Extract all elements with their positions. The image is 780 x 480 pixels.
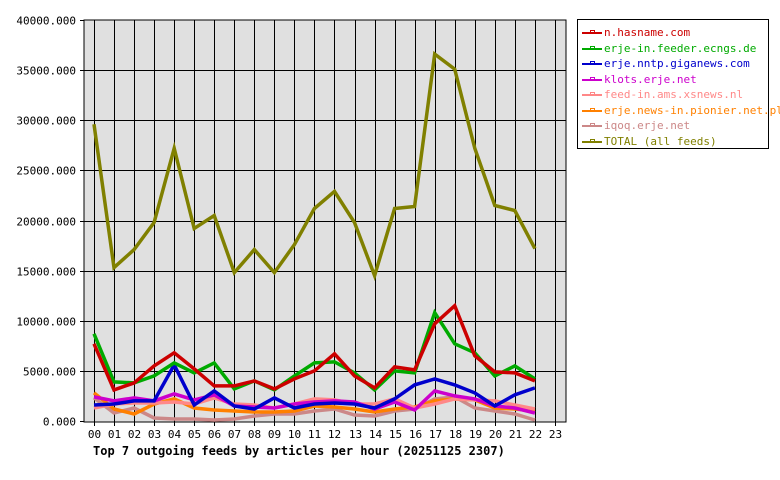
legend-item: erje-in.feeder.ecngs.de bbox=[578, 41, 768, 57]
x-tick-label: 10 bbox=[288, 428, 301, 441]
legend: n.hasname.com erje-in.feeder.ecngs.de erje… bbox=[577, 19, 780, 150]
x-tick-label: 06 bbox=[208, 428, 221, 441]
series-line bbox=[93, 396, 536, 411]
legend-item: feed-in.ams.xsnews.nl bbox=[578, 87, 768, 103]
legend-label: erje.news-in.pionier.net.pl bbox=[604, 103, 780, 117]
y-tick-label: 15000.000 bbox=[16, 266, 76, 279]
x-tick-label: 08 bbox=[248, 428, 261, 441]
x-tick-label: 05 bbox=[188, 428, 201, 441]
y-tick-label: 20000.000 bbox=[16, 216, 76, 229]
x-tick-label: 11 bbox=[308, 428, 321, 441]
legend-line-marker-icon bbox=[582, 90, 602, 99]
y-axis: 0.000 5000.000 10000.000 15000.000 20000.000… bbox=[16, 15, 84, 429]
legend-item: erje.nntp.giganews.com bbox=[578, 56, 768, 72]
legend-label: klots.erje.net bbox=[604, 72, 697, 86]
data-series bbox=[92, 50, 537, 422]
legend-line-marker-icon bbox=[582, 75, 602, 84]
x-tick-label: 03 bbox=[148, 428, 161, 441]
y-tick-label: 10000.000 bbox=[16, 316, 76, 329]
chart-title: Top 7 outgoing feeds by articles per hou… bbox=[93, 444, 505, 458]
legend-item: iqoq.erje.net bbox=[578, 118, 768, 134]
x-tick-label: 14 bbox=[369, 428, 383, 441]
legend-line-marker-icon bbox=[582, 44, 602, 53]
x-tick-label: 02 bbox=[128, 428, 141, 441]
grid-lines bbox=[84, 20, 566, 421]
x-tick-label: 01 bbox=[108, 428, 121, 441]
x-tick-label: 21 bbox=[509, 428, 522, 441]
series-line bbox=[92, 308, 536, 393]
x-tick-label: 22 bbox=[529, 428, 542, 441]
x-tick-label: 19 bbox=[469, 428, 482, 441]
y-tick-label: 0.000 bbox=[43, 416, 76, 429]
legend-line-marker-icon bbox=[582, 137, 602, 146]
legend-item: TOTAL (all feeds) bbox=[578, 134, 768, 150]
y-tick-label: 30000.000 bbox=[16, 115, 76, 128]
series-line bbox=[93, 361, 536, 411]
series-line bbox=[93, 388, 536, 415]
x-tick-label: 04 bbox=[168, 428, 182, 441]
x-tick-label: 18 bbox=[449, 428, 462, 441]
x-tick-label: 15 bbox=[389, 428, 402, 441]
legend-label: erje.nntp.giganews.com bbox=[604, 57, 750, 71]
x-tick-label: 16 bbox=[409, 428, 422, 441]
legend-item: klots.erje.net bbox=[578, 72, 768, 88]
x-tick-label: 00 bbox=[88, 428, 101, 441]
x-tick-label: 13 bbox=[349, 428, 362, 441]
legend-line-marker-icon bbox=[582, 28, 602, 37]
x-tick-label: 07 bbox=[228, 428, 241, 441]
legend-line-marker-icon bbox=[582, 106, 602, 115]
x-tick-label: 23 bbox=[549, 428, 562, 441]
legend-label: feed-in.ams.xsnews.nl bbox=[604, 88, 744, 102]
legend-label: n.hasname.com bbox=[604, 26, 691, 40]
series-line bbox=[92, 50, 537, 282]
legend-item: n.hasname.com bbox=[578, 25, 768, 41]
legend-line-marker-icon bbox=[582, 59, 602, 68]
y-tick-label: 35000.000 bbox=[16, 65, 76, 78]
legend-label: erje-in.feeder.ecngs.de bbox=[604, 41, 757, 55]
legend-label: iqoq.erje.net bbox=[604, 119, 691, 133]
x-tick-label: 17 bbox=[429, 428, 442, 441]
legend-label: TOTAL (all feeds) bbox=[604, 134, 717, 148]
x-tick-label: 20 bbox=[489, 428, 502, 441]
x-tick-label: 09 bbox=[268, 428, 281, 441]
y-tick-label: 5000.000 bbox=[23, 366, 76, 379]
x-axis: 00 01 02 03 04 05 06 07 08 09 10 11 12 13 14 15 16 17 18 19… bbox=[88, 421, 562, 441]
x-tick-label: 12 bbox=[328, 428, 341, 441]
y-tick-label: 25000.000 bbox=[16, 165, 76, 178]
series-line bbox=[92, 302, 536, 393]
legend-line-marker-icon bbox=[582, 121, 602, 130]
legend-item: erje.news-in.pionier.net.pl bbox=[578, 103, 780, 119]
y-tick-label: 40000.000 bbox=[16, 15, 76, 28]
